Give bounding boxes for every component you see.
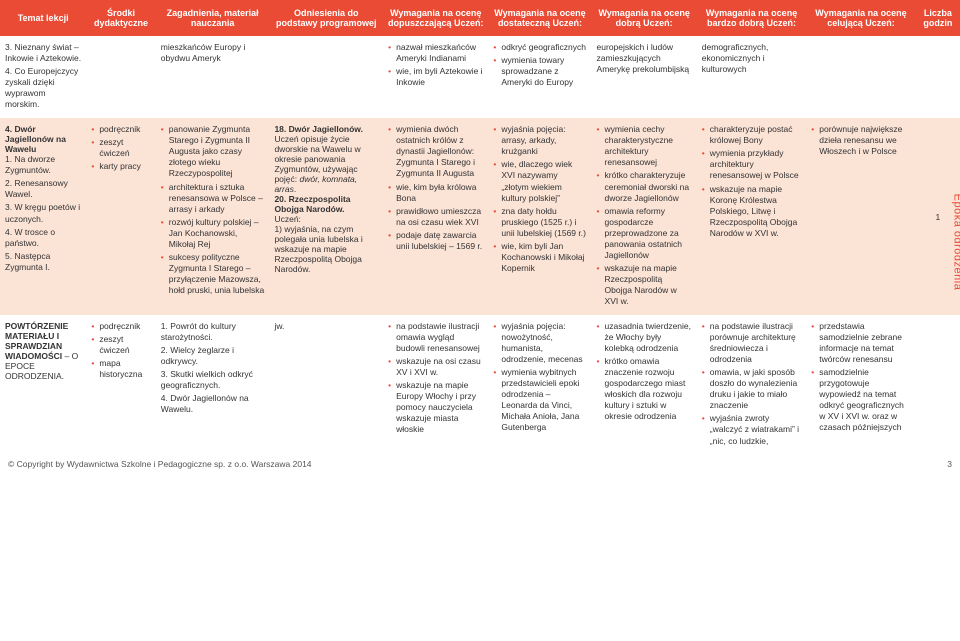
cell: demograficznych, ekonomicznych i kulturo… (697, 36, 806, 118)
cell: nazwał mieszkańców Ameryki Indianamiwie,… (383, 36, 488, 118)
h2: Środki dydaktyczne (86, 0, 155, 36)
cell: uzasadnia twierdzenie, że Włochy były ko… (592, 315, 697, 455)
h10: Liczba godzin (916, 0, 960, 36)
cell: europejskich i ludów zamieszkujących Ame… (592, 36, 697, 118)
h9: Wymagania na ocenę celującą Uczeń: (806, 0, 915, 36)
h8: Wymagania na ocenę bardzo dobrą Uczeń: (697, 0, 806, 36)
footer: © Copyright by Wydawnictwa Szkolne i Ped… (0, 455, 960, 473)
cell: wymienia dwóch ostatnich królów z dynast… (383, 118, 488, 315)
cell: panowanie Zygmunta Starego i Zygmunta II… (156, 118, 270, 315)
h3: Zagadnienia, materiał nauczania (156, 0, 270, 36)
cell: 18. Dwór Jagiellonów.Uczeń opisuje życie… (269, 118, 383, 315)
table-row: 4. Dwór Jagiellonów na Wawelu1. Na dworz… (0, 118, 960, 315)
cell (916, 315, 960, 455)
page-number: 3 (947, 459, 952, 469)
h6: Wymagania na ocenę dostateczną Uczeń: (488, 0, 591, 36)
curriculum-table: Temat lekcji Środki dydaktyczne Zagadnie… (0, 0, 960, 455)
topic-cell: 3. Nieznany świat – Inkowie i Aztekowie.… (0, 36, 86, 118)
cell (916, 36, 960, 118)
cell: przedstawia samodzielnie zebrane informa… (806, 315, 915, 455)
h7: Wymagania na ocenę dobrą Uczeń: (592, 0, 697, 36)
table-row: 3. Nieznany świat – Inkowie i Aztekowie.… (0, 36, 960, 118)
topic-cell: POWTÓRZENIE MATERIAŁU I SPRAWDZIAN WIADO… (0, 315, 86, 455)
cell: wymienia cechy charakterystyczne archite… (592, 118, 697, 315)
cell (269, 36, 383, 118)
side-label: Epoka odrodzenia (952, 194, 960, 291)
header-row: Temat lekcji Środki dydaktyczne Zagadnie… (0, 0, 960, 36)
cell: wyjaśnia pojęcia: nowożytność, humanista… (488, 315, 591, 455)
cell: na podstawie ilustracji omawia wygląd bu… (383, 315, 488, 455)
h5: Wymagania na ocenę dopuszczającą Uczeń: (383, 0, 488, 36)
cell: 1. Powrót do kultury starożytności.2. Wi… (156, 315, 270, 455)
cell: podręcznikzeszyt ćwiczeńkarty pracy (86, 118, 155, 315)
cell (86, 36, 155, 118)
h4: Odniesienia do podstawy programowej (269, 0, 383, 36)
cell: podręcznikzeszyt ćwiczeńmapa historyczna (86, 315, 155, 455)
table-row: POWTÓRZENIE MATERIAŁU I SPRAWDZIAN WIADO… (0, 315, 960, 455)
cell: charakteryzuje postać królowej Bonywymie… (697, 118, 806, 315)
cell (806, 36, 915, 118)
cell: wyjaśnia pojęcia: arrasy, arkady, krużga… (488, 118, 591, 315)
copyright: © Copyright by Wydawnictwa Szkolne i Ped… (8, 459, 312, 469)
cell: porównuje największe dzieła renesansu we… (806, 118, 915, 315)
cell: odkryć geograficznychwymienia towary spr… (488, 36, 591, 118)
cell: jw. (269, 315, 383, 455)
h1: Temat lekcji (0, 0, 86, 36)
cell: mieszkańców Europy i obydwu Ameryk (156, 36, 270, 118)
topic-cell: 4. Dwór Jagiellonów na Wawelu1. Na dworz… (0, 118, 86, 315)
cell: na podstawie ilustracji porównuje archit… (697, 315, 806, 455)
